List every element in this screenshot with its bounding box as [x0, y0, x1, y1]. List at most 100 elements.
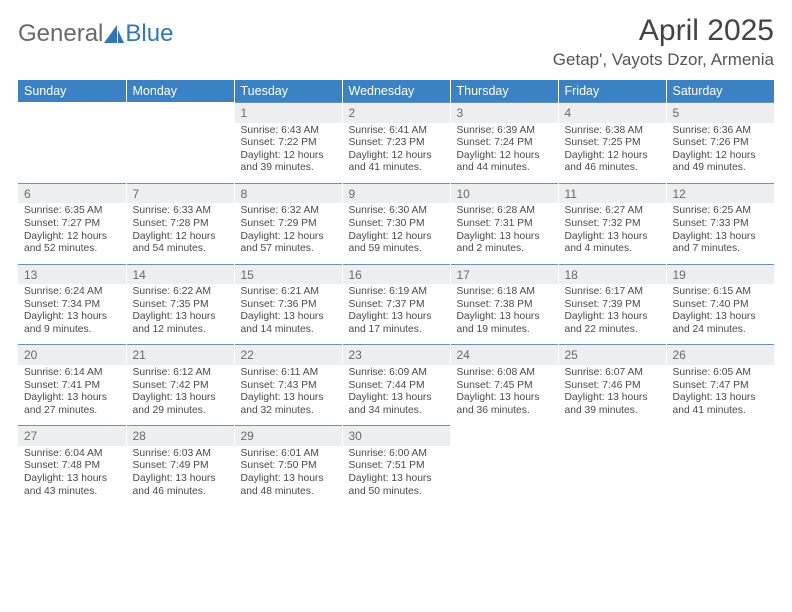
day-details: Sunrise: 6:03 AMSunset: 7:49 PMDaylight:… — [127, 446, 234, 506]
day-number: 14 — [127, 264, 234, 285]
day-details: Sunrise: 6:41 AMSunset: 7:23 PMDaylight:… — [343, 123, 450, 183]
day-number: 17 — [451, 264, 558, 285]
calendar-week-row: 6Sunrise: 6:35 AMSunset: 7:27 PMDaylight… — [18, 183, 774, 264]
calendar-week-row: ....1Sunrise: 6:43 AMSunset: 7:22 PMDayl… — [18, 102, 774, 183]
weekday-header: Tuesday — [234, 80, 342, 102]
weekday-header: Friday — [558, 80, 666, 102]
calendar-cell: 18Sunrise: 6:17 AMSunset: 7:39 PMDayligh… — [558, 264, 666, 345]
day-details: Sunrise: 6:04 AMSunset: 7:48 PMDaylight:… — [18, 446, 126, 506]
calendar-cell: 2Sunrise: 6:41 AMSunset: 7:23 PMDaylight… — [342, 102, 450, 183]
calendar-cell: 23Sunrise: 6:09 AMSunset: 7:44 PMDayligh… — [342, 344, 450, 425]
calendar-cell: .. — [558, 425, 666, 506]
calendar-cell: 20Sunrise: 6:14 AMSunset: 7:41 PMDayligh… — [18, 344, 126, 425]
day-details: Sunrise: 6:28 AMSunset: 7:31 PMDaylight:… — [451, 203, 558, 263]
calendar-table: SundayMondayTuesdayWednesdayThursdayFrid… — [18, 80, 774, 506]
calendar-cell: .. — [126, 102, 234, 183]
day-details: Sunrise: 6:12 AMSunset: 7:42 PMDaylight:… — [127, 365, 234, 425]
day-details: Sunrise: 6:07 AMSunset: 7:46 PMDaylight:… — [559, 365, 666, 425]
day-number: 8 — [235, 183, 342, 204]
day-number: 20 — [18, 344, 126, 365]
logo-sail-icon — [103, 24, 125, 44]
day-number: 1 — [235, 102, 342, 123]
month-title: April 2025 — [553, 14, 774, 48]
day-details: Sunrise: 6:19 AMSunset: 7:37 PMDaylight:… — [343, 284, 450, 344]
day-details: Sunrise: 6:08 AMSunset: 7:45 PMDaylight:… — [451, 365, 558, 425]
day-number: 29 — [235, 425, 342, 446]
day-number: 9 — [343, 183, 450, 204]
calendar-cell: 11Sunrise: 6:27 AMSunset: 7:32 PMDayligh… — [558, 183, 666, 264]
calendar-cell: .. — [450, 425, 558, 506]
day-details: Sunrise: 6:32 AMSunset: 7:29 PMDaylight:… — [235, 203, 342, 263]
day-number: 15 — [235, 264, 342, 285]
day-details: Sunrise: 6:43 AMSunset: 7:22 PMDaylight:… — [235, 123, 342, 183]
day-number: 25 — [559, 344, 666, 365]
calendar-cell: 6Sunrise: 6:35 AMSunset: 7:27 PMDaylight… — [18, 183, 126, 264]
calendar-cell: 7Sunrise: 6:33 AMSunset: 7:28 PMDaylight… — [126, 183, 234, 264]
day-details: Sunrise: 6:00 AMSunset: 7:51 PMDaylight:… — [343, 446, 450, 506]
day-details: Sunrise: 6:33 AMSunset: 7:28 PMDaylight:… — [127, 203, 234, 263]
day-details: Sunrise: 6:27 AMSunset: 7:32 PMDaylight:… — [559, 203, 666, 263]
day-number: 16 — [343, 264, 450, 285]
calendar-cell: .. — [18, 102, 126, 183]
calendar-cell: 17Sunrise: 6:18 AMSunset: 7:38 PMDayligh… — [450, 264, 558, 345]
title-block: April 2025 Getap', Vayots Dzor, Armenia — [553, 14, 774, 70]
calendar-week-row: 20Sunrise: 6:14 AMSunset: 7:41 PMDayligh… — [18, 344, 774, 425]
day-number: 11 — [559, 183, 666, 204]
weekday-header: Wednesday — [342, 80, 450, 102]
day-details: Sunrise: 6:38 AMSunset: 7:25 PMDaylight:… — [559, 123, 666, 183]
day-details: Sunrise: 6:05 AMSunset: 7:47 PMDaylight:… — [667, 365, 775, 425]
calendar-cell: 27Sunrise: 6:04 AMSunset: 7:48 PMDayligh… — [18, 425, 126, 506]
day-number: 19 — [667, 264, 775, 285]
calendar-cell: 12Sunrise: 6:25 AMSunset: 7:33 PMDayligh… — [666, 183, 774, 264]
day-details: Sunrise: 6:15 AMSunset: 7:40 PMDaylight:… — [667, 284, 775, 344]
calendar-cell: 28Sunrise: 6:03 AMSunset: 7:49 PMDayligh… — [126, 425, 234, 506]
day-number: 7 — [127, 183, 234, 204]
day-details: Sunrise: 6:21 AMSunset: 7:36 PMDaylight:… — [235, 284, 342, 344]
calendar-cell: 10Sunrise: 6:28 AMSunset: 7:31 PMDayligh… — [450, 183, 558, 264]
calendar-cell: 1Sunrise: 6:43 AMSunset: 7:22 PMDaylight… — [234, 102, 342, 183]
weekday-header-row: SundayMondayTuesdayWednesdayThursdayFrid… — [18, 80, 774, 102]
day-number: 4 — [559, 102, 666, 123]
day-number: 12 — [667, 183, 775, 204]
day-number: 30 — [343, 425, 450, 446]
calendar-cell: 24Sunrise: 6:08 AMSunset: 7:45 PMDayligh… — [450, 344, 558, 425]
calendar-cell: 15Sunrise: 6:21 AMSunset: 7:36 PMDayligh… — [234, 264, 342, 345]
day-number: 28 — [127, 425, 234, 446]
day-details: Sunrise: 6:09 AMSunset: 7:44 PMDaylight:… — [343, 365, 450, 425]
calendar-cell: 3Sunrise: 6:39 AMSunset: 7:24 PMDaylight… — [450, 102, 558, 183]
logo-text-general: General — [18, 20, 103, 48]
calendar-cell: 5Sunrise: 6:36 AMSunset: 7:26 PMDaylight… — [666, 102, 774, 183]
day-details: Sunrise: 6:30 AMSunset: 7:30 PMDaylight:… — [343, 203, 450, 263]
calendar-cell: 14Sunrise: 6:22 AMSunset: 7:35 PMDayligh… — [126, 264, 234, 345]
calendar-cell: 29Sunrise: 6:01 AMSunset: 7:50 PMDayligh… — [234, 425, 342, 506]
calendar-cell: 30Sunrise: 6:00 AMSunset: 7:51 PMDayligh… — [342, 425, 450, 506]
day-details: Sunrise: 6:22 AMSunset: 7:35 PMDaylight:… — [127, 284, 234, 344]
day-details: Sunrise: 6:36 AMSunset: 7:26 PMDaylight:… — [667, 123, 775, 183]
day-number: 2 — [343, 102, 450, 123]
weekday-header: Monday — [126, 80, 234, 102]
day-details: Sunrise: 6:24 AMSunset: 7:34 PMDaylight:… — [18, 284, 126, 344]
day-number: 27 — [18, 425, 126, 446]
day-number: 22 — [235, 344, 342, 365]
day-details: Sunrise: 6:39 AMSunset: 7:24 PMDaylight:… — [451, 123, 558, 183]
logo-text-blue: Blue — [125, 20, 173, 48]
weekday-header: Sunday — [18, 80, 126, 102]
day-number: 18 — [559, 264, 666, 285]
day-number: 23 — [343, 344, 450, 365]
header: General Blue April 2025 Getap', Vayots D… — [18, 14, 774, 70]
day-details: Sunrise: 6:35 AMSunset: 7:27 PMDaylight:… — [18, 203, 126, 263]
location-subtitle: Getap', Vayots Dzor, Armenia — [553, 50, 774, 70]
calendar-cell: 22Sunrise: 6:11 AMSunset: 7:43 PMDayligh… — [234, 344, 342, 425]
calendar-cell: 25Sunrise: 6:07 AMSunset: 7:46 PMDayligh… — [558, 344, 666, 425]
day-details: Sunrise: 6:18 AMSunset: 7:38 PMDaylight:… — [451, 284, 558, 344]
calendar-cell: 4Sunrise: 6:38 AMSunset: 7:25 PMDaylight… — [558, 102, 666, 183]
day-number: 6 — [18, 183, 126, 204]
calendar-body: ....1Sunrise: 6:43 AMSunset: 7:22 PMDayl… — [18, 102, 774, 506]
day-number: 21 — [127, 344, 234, 365]
day-number: 5 — [667, 102, 775, 123]
day-details: Sunrise: 6:01 AMSunset: 7:50 PMDaylight:… — [235, 446, 342, 506]
day-number: 10 — [451, 183, 558, 204]
calendar-cell: 13Sunrise: 6:24 AMSunset: 7:34 PMDayligh… — [18, 264, 126, 345]
logo: General Blue — [18, 20, 173, 48]
calendar-cell: .. — [666, 425, 774, 506]
